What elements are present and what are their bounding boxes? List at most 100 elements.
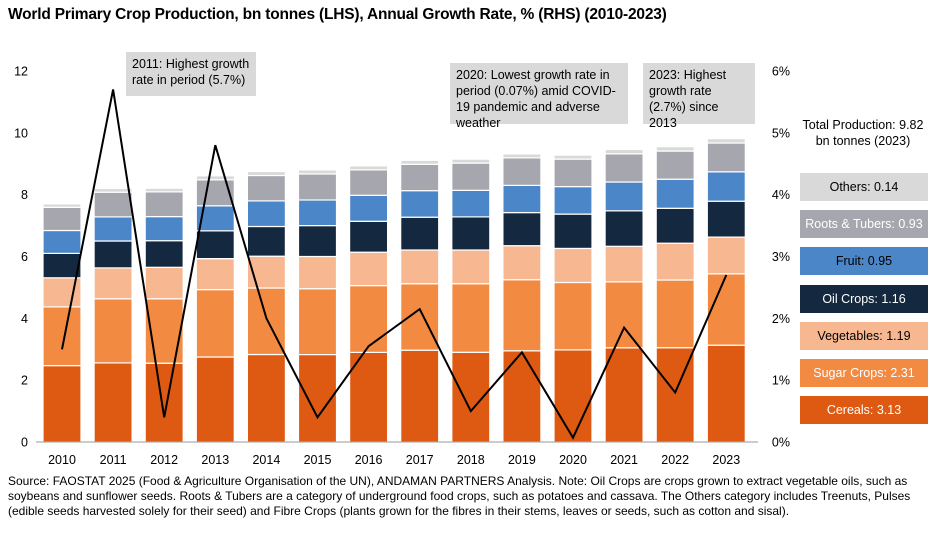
- left-tick-label: 2: [21, 374, 28, 388]
- legend-item-others: Others: 0.14: [800, 173, 928, 201]
- bar-fruit-2021: [604, 181, 644, 212]
- x-tick-label: 2013: [201, 453, 229, 467]
- bar-others-2011: [93, 187, 133, 193]
- x-tick-label: 2017: [406, 453, 434, 467]
- bar-roots-tubers-2011: [93, 191, 133, 218]
- bar-sugar-crops-2020: [553, 281, 593, 351]
- right-tick-label: 4%: [772, 188, 790, 202]
- bar-top-edge-2022: [656, 145, 695, 147]
- bar-top-edge-2021: [605, 148, 644, 150]
- bar-oil-crops-2020: [553, 213, 593, 250]
- bar-sugar-crops-2022: [655, 279, 695, 349]
- x-tick-label: 2020: [559, 453, 587, 467]
- x-tick-label: 2019: [508, 453, 536, 467]
- bar-oil-crops-2018: [451, 216, 491, 251]
- bar-fruit-2019: [502, 184, 542, 214]
- bar-sugar-crops-2011: [93, 298, 133, 364]
- bar-others-2014: [246, 170, 286, 177]
- x-tick-label: 2014: [252, 453, 280, 467]
- left-tick-label: 0: [21, 436, 28, 450]
- bar-cereals-2015: [297, 353, 338, 443]
- bar-oil-crops-2010: [42, 252, 82, 279]
- right-tick-label: 2%: [772, 312, 790, 326]
- bar-sugar-crops-2015: [297, 288, 338, 356]
- bar-cereals-2020: [553, 349, 593, 443]
- bar-cereals-2021: [604, 347, 644, 443]
- bar-oil-crops-2016: [349, 220, 389, 253]
- bar-fruit-2011: [93, 216, 133, 242]
- bar-others-2017: [400, 159, 440, 165]
- right-tick-label: 5%: [772, 126, 790, 140]
- legend-item-sugar-crops: Sugar Crops: 2.31: [800, 359, 928, 387]
- bar-vegetables-2013: [195, 258, 235, 291]
- bar-sugar-crops-2017: [400, 283, 440, 351]
- bar-others-2015: [297, 169, 338, 175]
- bars-layer: [42, 137, 746, 443]
- bar-fruit-2012: [144, 216, 184, 242]
- bar-roots-tubers-2020: [553, 158, 593, 188]
- bar-roots-tubers-2021: [604, 153, 644, 183]
- x-tick-label: 2021: [610, 453, 638, 467]
- bar-others-2019: [502, 153, 542, 159]
- x-tick-label: 2018: [457, 453, 485, 467]
- source-note: Source: FAOSTAT 2025 (Food & Agriculture…: [8, 474, 911, 518]
- x-tick-label: 2015: [304, 453, 332, 467]
- bar-oil-crops-2014: [246, 225, 286, 257]
- bar-top-edge-2016: [349, 164, 388, 166]
- bar-others-2018: [451, 158, 491, 164]
- bar-cereals-2023: [706, 344, 746, 443]
- left-tick-label: 6: [21, 250, 28, 264]
- bar-top-edge-2013: [196, 174, 235, 176]
- bar-vegetables-2016: [349, 251, 389, 287]
- left-axis-ticks: 0 2 4 6 8 10 12: [14, 65, 28, 450]
- bar-vegetables-2020: [553, 247, 593, 284]
- bar-vegetables-2011: [93, 267, 133, 300]
- bar-oil-crops-2013: [195, 230, 235, 260]
- bar-cereals-2013: [195, 356, 235, 443]
- bar-vegetables-2018: [451, 249, 491, 285]
- bar-vegetables-2022: [655, 242, 695, 281]
- x-tick-label: 2011: [100, 453, 127, 467]
- bar-sugar-crops-2023: [706, 273, 746, 346]
- left-tick-label: 12: [14, 65, 28, 79]
- bar-roots-tubers-2019: [502, 157, 542, 186]
- right-tick-label: 0%: [772, 436, 790, 450]
- bar-roots-tubers-2016: [349, 169, 389, 196]
- bar-fruit-2014: [246, 200, 286, 228]
- bar-others-2016: [349, 165, 389, 171]
- bar-fruit-2022: [655, 178, 695, 209]
- bar-oil-crops-2021: [604, 210, 644, 247]
- bar-others-2022: [655, 146, 695, 152]
- legend-item-cereals: Cereals: 3.13: [800, 396, 928, 424]
- annotation-2011: 2011: Highest growth rate in period (5.7…: [126, 52, 256, 96]
- bar-others-2012: [144, 187, 184, 193]
- bar-sugar-crops-2016: [349, 285, 389, 354]
- annotation-2020: 2020: Lowest growth rate in period (0.07…: [450, 63, 628, 130]
- bar-oil-crops-2011: [93, 240, 133, 269]
- bar-others-2010: [42, 203, 82, 208]
- bar-others-2021: [604, 148, 644, 155]
- bar-fruit-2017: [400, 190, 440, 218]
- legend-item-oil-crops: Oil Crops: 1.16: [800, 285, 928, 313]
- x-tick-label: 2010: [48, 453, 76, 467]
- bar-sugar-crops-2010: [42, 306, 82, 367]
- bar-top-edge-2018: [451, 158, 490, 160]
- bar-vegetables-2015: [297, 255, 338, 290]
- legend-item-vegetables: Vegetables: 1.19: [800, 322, 928, 350]
- bar-cereals-2019: [502, 350, 542, 443]
- bar-others-2023: [706, 138, 746, 144]
- left-tick-label: 10: [14, 126, 28, 140]
- bar-sugar-crops-2013: [195, 289, 235, 358]
- bar-fruit-2020: [553, 186, 593, 215]
- x-axis-ticks: 2010 2011 2012 2013 2014 2015 2016 2017 2018 2019…: [48, 453, 740, 467]
- x-tick-label: 2022: [661, 453, 689, 467]
- bar-oil-crops-2012: [144, 240, 184, 268]
- growth-rate-line: [61, 89, 728, 440]
- bar-vegetables-2017: [400, 249, 440, 285]
- bar-top-edge-2020: [554, 154, 592, 156]
- bar-oil-crops-2023: [706, 200, 746, 238]
- bar-others-2013: [195, 175, 235, 181]
- bar-sugar-crops-2021: [604, 281, 644, 349]
- x-tick-label: 2012: [150, 453, 178, 467]
- bar-top-edge-2015: [298, 168, 337, 170]
